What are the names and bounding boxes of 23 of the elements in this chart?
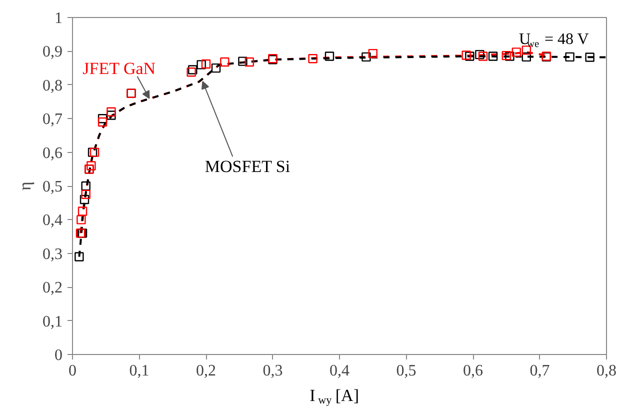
y-tick-label: 0,5 bbox=[42, 178, 62, 196]
x-tick-label: 0,7 bbox=[530, 362, 550, 380]
x-tick-label: 0,1 bbox=[129, 362, 150, 380]
y-tick-label: 0,3 bbox=[42, 246, 62, 263]
y-tick-label: 0 bbox=[54, 347, 62, 364]
y-tick-label: 1 bbox=[54, 10, 62, 27]
annotation: MOSFET Si bbox=[204, 157, 290, 176]
annotation: JFET GaN bbox=[82, 58, 156, 78]
x-tick-label: 0,3 bbox=[262, 362, 283, 380]
y-tick-label: 0,1 bbox=[42, 313, 62, 330]
x-tick-label: 0,4 bbox=[330, 362, 350, 380]
x-tick-label: 0 bbox=[68, 362, 76, 380]
y-tick-label: 0,8 bbox=[42, 77, 62, 94]
y-tick-label: 0,7 bbox=[42, 111, 62, 128]
x-tick-label: 0,2 bbox=[196, 362, 216, 380]
y-tick-label: 0,6 bbox=[42, 144, 62, 162]
x-tick-label: 0,5 bbox=[396, 362, 416, 380]
y-tick-label: 0,2 bbox=[42, 280, 62, 297]
y-axis-title: η bbox=[16, 182, 34, 190]
y-tick-label: 0,9 bbox=[42, 44, 62, 61]
x-tick-label: 0,8 bbox=[596, 362, 616, 380]
x-tick-label: 0,6 bbox=[463, 362, 483, 380]
y-tick-label: 0,4 bbox=[42, 212, 62, 230]
